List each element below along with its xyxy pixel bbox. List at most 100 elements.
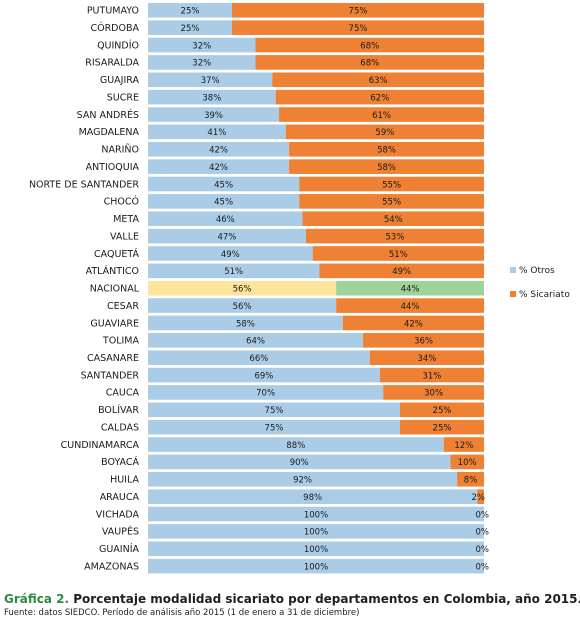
data-label-otros: 45% xyxy=(214,180,233,190)
bar-segment-otros xyxy=(148,367,380,383)
category-label: ANTIOQUIA xyxy=(86,162,140,173)
category-label: VALLE xyxy=(110,231,139,242)
category-label: CALDAS xyxy=(101,422,139,433)
bar-segment-sicariato xyxy=(232,20,484,35)
data-label-otros: 100% xyxy=(304,545,328,555)
data-label-otros: 39% xyxy=(204,111,223,121)
category-label: VICHADA xyxy=(96,509,140,520)
bar-segment-otros xyxy=(148,3,232,18)
bar-segment-sicariato xyxy=(312,246,484,261)
bar-segment-otros xyxy=(148,194,300,209)
data-label-otros: 56% xyxy=(233,285,252,295)
category-label: QUINDÍO xyxy=(97,39,139,51)
data-label-sicariato: 34% xyxy=(417,354,436,364)
data-label-otros: 51% xyxy=(224,267,243,277)
bar-segment-sicariato xyxy=(289,141,484,157)
data-label-otros: 46% xyxy=(216,215,235,225)
bar-segment-otros xyxy=(148,437,444,452)
bar-segment-otros xyxy=(148,471,458,487)
bar-segment-otros xyxy=(148,385,384,400)
legend-label: % Sicariato xyxy=(519,290,570,300)
data-label-sicariato: 54% xyxy=(384,215,403,225)
bar-segment-sicariato xyxy=(450,454,484,470)
bar-segment-otros xyxy=(148,124,286,140)
category-label: AMAZONAS xyxy=(84,561,139,572)
data-label-otros: 64% xyxy=(246,337,265,347)
data-label-otros: 38% xyxy=(202,93,221,103)
bar-segment-otros xyxy=(148,55,256,70)
bar-segment-otros xyxy=(148,419,400,435)
bar-segment-otros xyxy=(148,524,484,539)
bar-segment-otros xyxy=(148,402,400,418)
data-label-sicariato: 25% xyxy=(433,423,452,433)
category-label: GUAJIRA xyxy=(100,75,140,86)
data-label-otros: 25% xyxy=(181,7,200,17)
data-label-otros: 37% xyxy=(201,76,220,86)
data-label-otros: 70% xyxy=(256,389,275,399)
data-label-otros: 66% xyxy=(249,354,268,364)
bar-segment-otros xyxy=(148,159,290,174)
bar-segment-otros xyxy=(148,558,484,574)
category-label: CAQUETÁ xyxy=(94,248,139,260)
figure-caption: Gráfica 2. Porcentaje modalidad sicariat… xyxy=(4,592,580,618)
bar-segment-sicariato xyxy=(400,402,484,418)
category-label: BOLÍVAR xyxy=(98,404,139,416)
category-label: MAGDALENA xyxy=(79,127,140,138)
data-label-sicariato: 62% xyxy=(370,93,389,103)
bar-segment-otros xyxy=(148,298,337,313)
bar-segment-sicariato xyxy=(443,437,484,452)
category-label: SANTANDER xyxy=(81,370,140,381)
data-label-sicariato: 49% xyxy=(392,267,411,277)
caption-label: Gráfica 2. xyxy=(4,592,70,606)
data-label-sicariato: 58% xyxy=(377,163,396,173)
bar-segment-otros xyxy=(148,454,451,470)
bar-segment-sicariato xyxy=(302,211,484,227)
bar-segment-sicariato xyxy=(363,333,484,348)
bar-segment-sicariato xyxy=(299,176,484,192)
data-label-sicariato: 8% xyxy=(464,476,478,486)
data-label-otros: 100% xyxy=(304,528,328,538)
bar-segment-sicariato xyxy=(336,280,484,296)
bar-segment-otros xyxy=(148,228,306,244)
category-label: RISARALDA xyxy=(85,58,139,69)
stacked-bar-chart: PUTUMAYO 25% 75% CÓRDOBA 25% 75% QUINDÍO 32% 68%… xyxy=(29,3,570,574)
data-label-otros: 98% xyxy=(303,493,322,503)
data-label-otros: 42% xyxy=(209,146,228,156)
bar-segment-otros xyxy=(148,107,280,122)
category-label: CHOCÓ xyxy=(104,196,139,208)
data-label-sicariato: 51% xyxy=(389,250,408,260)
data-label-sicariato: 42% xyxy=(404,319,423,329)
data-label-sicariato: 31% xyxy=(422,371,441,381)
category-label: CASANARE xyxy=(87,353,139,364)
bar-segment-sicariato xyxy=(232,3,484,18)
bar-segment-sicariato xyxy=(457,471,484,487)
bar-segment-otros xyxy=(148,489,478,504)
bar-segment-otros xyxy=(148,280,337,296)
data-label-sicariato: 75% xyxy=(349,7,368,17)
bar-segment-otros xyxy=(148,72,273,88)
data-label-otros: 45% xyxy=(214,198,233,208)
caption-source: Fuente: datos SIEDCO. Período de análisi… xyxy=(4,608,360,618)
bar-segment-sicariato xyxy=(379,367,484,383)
data-label-sicariato: 55% xyxy=(382,180,401,190)
category-label: CUNDINAMARCA xyxy=(61,440,140,451)
legend-swatch xyxy=(510,267,516,273)
data-label-otros: 75% xyxy=(265,423,284,433)
category-label: HUILA xyxy=(110,475,139,486)
bar-segment-sicariato xyxy=(477,489,484,504)
bar-segment-sicariato xyxy=(279,107,484,122)
legend-swatch xyxy=(510,291,516,297)
category-label: CÓRDOBA xyxy=(90,22,139,34)
data-label-sicariato: 44% xyxy=(401,302,420,312)
data-label-otros: 42% xyxy=(209,163,228,173)
data-label-sicariato: 44% xyxy=(401,285,420,295)
category-label: META xyxy=(113,214,139,225)
category-label: TOLIMA xyxy=(102,336,140,347)
bar-segment-otros xyxy=(148,541,484,557)
data-label-otros: 100% xyxy=(304,562,328,572)
legend-label: % Otros xyxy=(519,266,555,276)
category-label: GUAINÍA xyxy=(99,543,140,555)
category-label: ATLÁNTICO xyxy=(86,265,139,277)
data-label-sicariato: 0% xyxy=(476,562,490,572)
data-label-sicariato: 75% xyxy=(349,24,368,34)
